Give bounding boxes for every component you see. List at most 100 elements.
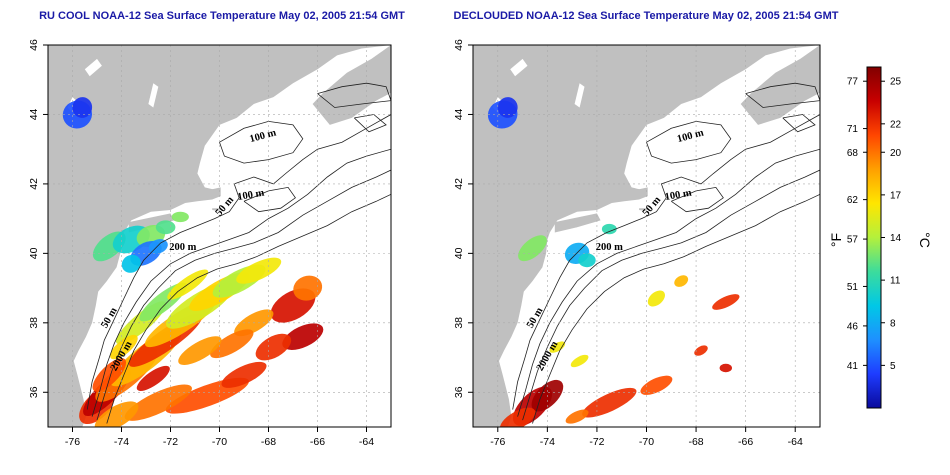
lake-polygon	[84, 58, 102, 77]
y-tick-label: 44	[453, 108, 465, 120]
x-tick-label: -74	[540, 436, 555, 448]
depth-contour	[96, 169, 391, 421]
y-tick-label: 40	[453, 247, 465, 259]
sst-patch	[221, 361, 267, 388]
sst-patch	[497, 97, 518, 118]
sst-patch	[236, 257, 282, 284]
y-tick-label: 36	[453, 386, 465, 398]
x-tick-label: -66	[738, 436, 753, 448]
sst-patch	[712, 294, 740, 310]
sst-patch	[565, 409, 589, 424]
celsius-tick: 22	[890, 119, 902, 130]
sst-patch	[282, 323, 324, 350]
fahrenheit-label: °F	[828, 233, 844, 247]
depth-contour	[782, 114, 816, 133]
x-tick-label: -70	[212, 436, 227, 448]
axis-ticks: -76 -74 -72 -70 -68 -66 -64 36 38 40 42 44 46	[28, 39, 374, 448]
sst-patch	[210, 329, 254, 359]
y-tick-label: 36	[28, 386, 40, 398]
colorbar: 25 22 20 17 14 11 8 5 77 71 68 62 57 51 46 41 °F °C	[828, 66, 933, 409]
sst-patch	[499, 407, 536, 427]
x-tick-label: -72	[163, 436, 178, 448]
depth-contour	[354, 114, 387, 133]
x-tick-label: -68	[261, 436, 276, 448]
x-tick-label: -66	[310, 436, 325, 448]
sst-patch	[293, 275, 323, 301]
x-tick-label: -76	[490, 436, 505, 448]
depth-contour	[317, 82, 391, 108]
sst-patch	[255, 333, 292, 361]
sst-field	[62, 97, 324, 427]
y-tick-label: 46	[453, 39, 465, 51]
sst-patch	[171, 211, 189, 223]
sst-patch	[92, 358, 127, 392]
x-tick-label: -64	[788, 436, 803, 448]
x-tick-label: -64	[359, 436, 374, 448]
land-polygon	[204, 187, 221, 198]
x-tick-label: -72	[589, 436, 604, 448]
sst-patch	[719, 363, 732, 373]
celsius-tick: 11	[890, 276, 901, 287]
x-tick-label: -74	[114, 436, 129, 448]
land-polygon	[473, 45, 820, 427]
depth-contour	[219, 120, 304, 164]
y-tick-label: 46	[28, 39, 40, 51]
depth-contour	[86, 114, 391, 410]
y-tick-label: 38	[28, 317, 40, 329]
sst-patch	[674, 275, 689, 287]
lake-polygon	[574, 83, 585, 108]
y-tick-label: 42	[28, 178, 40, 190]
depth-contour	[512, 114, 820, 410]
sst-patch	[121, 254, 141, 273]
grid-lines	[48, 45, 391, 427]
depth-contour	[532, 193, 820, 424]
map-raw-title: RU COOL NOAA-12 Sea Surface Temperature …	[39, 10, 405, 22]
colorbar-ticks: 25 22 20 17 14 11 8 5 77 71 68 62 57 51 46 41	[847, 77, 902, 372]
sst-patch	[570, 354, 589, 368]
bathymetry-contours	[86, 82, 391, 424]
land-polygon	[639, 208, 648, 211]
sst-patch	[640, 375, 673, 395]
land-polygon	[631, 187, 648, 198]
sst-patch	[136, 365, 170, 391]
depth-contour	[745, 82, 820, 108]
sst-patch	[518, 235, 547, 262]
map-declouded-title: DECLOUDED NOAA-12 Sea Surface Temperatur…	[454, 10, 839, 22]
celsius-tick: 17	[890, 190, 902, 201]
fahrenheit-tick: 41	[847, 361, 859, 372]
map-raw: RU COOL NOAA-12 Sea Surface Temperature …	[28, 10, 405, 448]
colorbar-gradient	[866, 66, 882, 409]
celsius-tick: 25	[890, 77, 902, 88]
lake-polygon	[510, 58, 528, 77]
sst-patch	[124, 384, 192, 421]
sst-patch	[72, 97, 93, 118]
sst-patch	[694, 345, 708, 356]
fahrenheit-tick: 51	[847, 282, 859, 293]
fahrenheit-tick: 57	[847, 235, 859, 246]
sst-patch	[601, 223, 617, 235]
land-polygon	[212, 208, 221, 211]
fahrenheit-tick: 62	[847, 195, 859, 206]
sst-patch	[178, 336, 222, 365]
x-tick-label: -76	[65, 436, 80, 448]
celsius-label: °C	[917, 232, 933, 248]
sst-patch	[549, 341, 566, 353]
celsius-tick: 14	[890, 233, 902, 244]
depth-contour	[106, 193, 391, 424]
fahrenheit-tick: 77	[847, 77, 859, 88]
sst-patch	[94, 401, 139, 427]
x-tick-label: -68	[688, 436, 703, 448]
depth-contour	[91, 148, 391, 417]
sst-patch	[647, 290, 665, 307]
y-tick-label: 42	[453, 178, 465, 190]
celsius-tick: 20	[890, 148, 902, 159]
y-tick-label: 40	[28, 247, 40, 259]
contour-label: 200 m	[169, 242, 196, 253]
lake-polygon	[148, 83, 159, 108]
fahrenheit-tick: 71	[847, 124, 859, 135]
axis-ticks: -76 -74 -72 -70 -68 -66 -64 36 38 40 42 44 46	[453, 39, 803, 448]
contour-label: 100 m	[664, 188, 693, 204]
sst-patch	[582, 387, 637, 418]
celsius-tick: 8	[890, 318, 896, 329]
